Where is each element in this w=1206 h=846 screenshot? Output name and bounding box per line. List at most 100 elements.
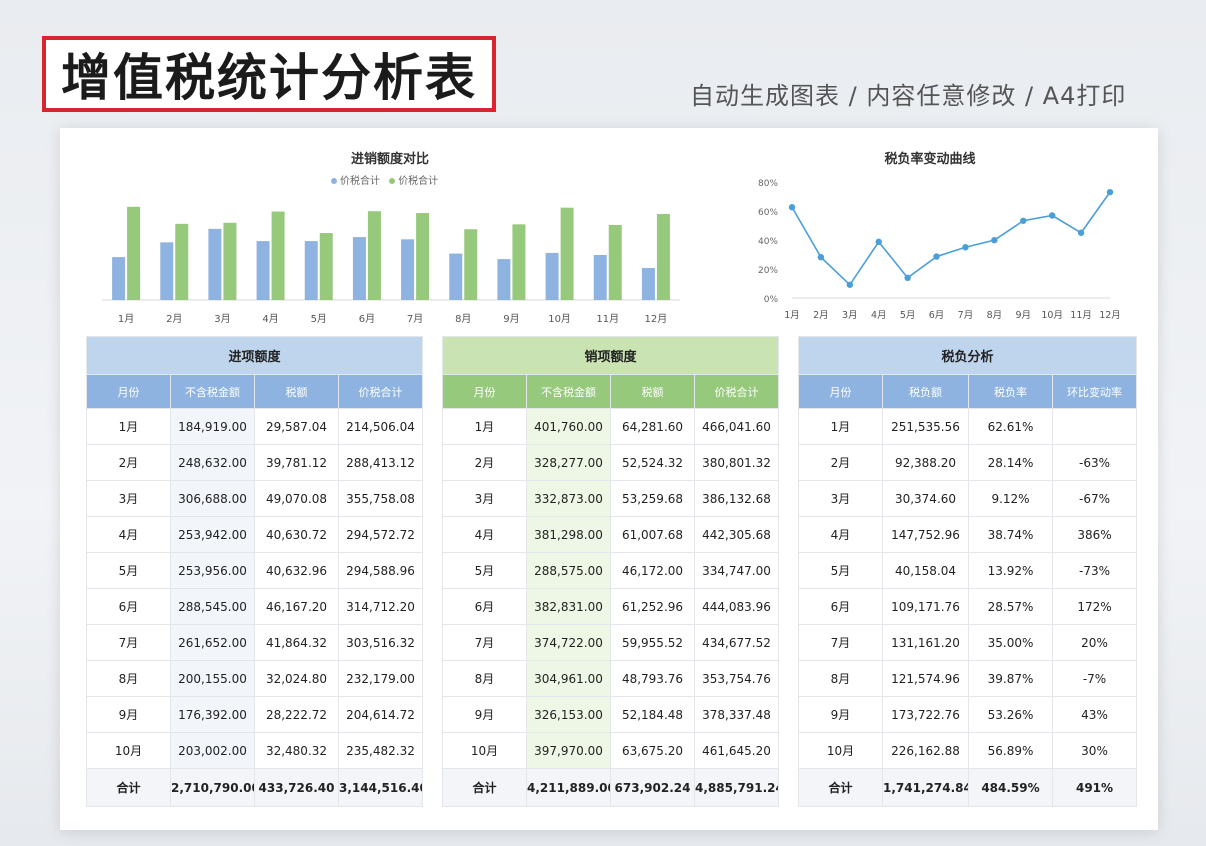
table-cell[interactable]: 39.87% bbox=[968, 660, 1053, 697]
table-cell[interactable]: 49,070.08 bbox=[254, 480, 339, 517]
table-cell[interactable]: 328,277.00 bbox=[526, 444, 611, 481]
table-cell[interactable]: 48,793.76 bbox=[610, 660, 695, 697]
table-cell[interactable]: -63% bbox=[1051, 444, 1138, 481]
table-cell[interactable]: 8月 bbox=[442, 660, 527, 697]
table-cell[interactable]: 200,155.00 bbox=[170, 660, 255, 697]
table-cell[interactable]: 38.74% bbox=[968, 516, 1053, 553]
table-cell[interactable]: 6月 bbox=[798, 588, 883, 625]
table-cell[interactable]: 332,873.00 bbox=[526, 480, 611, 517]
table-cell[interactable]: 176,392.00 bbox=[170, 696, 255, 733]
table-cell[interactable]: 41,864.32 bbox=[254, 624, 339, 661]
table-cell[interactable]: 397,970.00 bbox=[526, 732, 611, 769]
table-cell[interactable]: 434,677.52 bbox=[693, 624, 780, 661]
table-cell[interactable]: 253,942.00 bbox=[170, 516, 255, 553]
table-cell[interactable]: 294,588.96 bbox=[337, 552, 424, 589]
table-cell[interactable]: 8月 bbox=[798, 660, 883, 697]
table-cell[interactable]: 2月 bbox=[86, 444, 171, 481]
table-cell[interactable]: 92,388.20 bbox=[882, 444, 969, 481]
total-cell[interactable]: 4,885,791.24 bbox=[693, 768, 780, 807]
total-cell[interactable]: 合计 bbox=[442, 768, 527, 807]
table-cell[interactable]: 64,281.60 bbox=[610, 408, 695, 445]
table-cell[interactable]: 35.00% bbox=[968, 624, 1053, 661]
total-cell[interactable]: 673,902.24 bbox=[610, 768, 695, 807]
table-cell[interactable]: 184,919.00 bbox=[170, 408, 255, 445]
table-cell[interactable]: 4月 bbox=[798, 516, 883, 553]
table-cell[interactable]: 303,516.32 bbox=[337, 624, 424, 661]
table-cell[interactable]: 5月 bbox=[798, 552, 883, 589]
table-cell[interactable]: 131,161.20 bbox=[882, 624, 969, 661]
table-cell[interactable]: 10月 bbox=[86, 732, 171, 769]
table-cell[interactable]: 52,184.48 bbox=[610, 696, 695, 733]
table-cell[interactable]: 30,374.60 bbox=[882, 480, 969, 517]
table-cell[interactable]: 9.12% bbox=[968, 480, 1053, 517]
table-cell[interactable]: 466,041.60 bbox=[693, 408, 780, 445]
table-cell[interactable]: 401,760.00 bbox=[526, 408, 611, 445]
table-cell[interactable]: 121,574.96 bbox=[882, 660, 969, 697]
table-cell[interactable]: 1月 bbox=[86, 408, 171, 445]
table-cell[interactable]: 288,575.00 bbox=[526, 552, 611, 589]
table-cell[interactable]: 204,614.72 bbox=[337, 696, 424, 733]
table-cell[interactable]: 334,747.00 bbox=[693, 552, 780, 589]
table-cell[interactable]: 29,587.04 bbox=[254, 408, 339, 445]
table-cell[interactable]: 53.26% bbox=[968, 696, 1053, 733]
table-cell[interactable]: 353,754.76 bbox=[693, 660, 780, 697]
table-cell[interactable]: 6月 bbox=[442, 588, 527, 625]
table-cell[interactable]: 4月 bbox=[442, 516, 527, 553]
table-cell[interactable]: 59,955.52 bbox=[610, 624, 695, 661]
table-cell[interactable]: 9月 bbox=[86, 696, 171, 733]
table-cell[interactable]: -7% bbox=[1051, 660, 1138, 697]
total-cell[interactable]: 3,144,516.40 bbox=[337, 768, 424, 807]
table-cell[interactable]: 173,722.76 bbox=[882, 696, 969, 733]
table-cell[interactable]: 5月 bbox=[86, 552, 171, 589]
table-cell[interactable]: 2月 bbox=[442, 444, 527, 481]
total-cell[interactable]: 491% bbox=[1051, 768, 1138, 807]
table-cell[interactable]: 46,167.20 bbox=[254, 588, 339, 625]
table-cell[interactable]: 386% bbox=[1051, 516, 1138, 553]
table-cell[interactable] bbox=[1051, 408, 1138, 445]
table-cell[interactable]: 306,688.00 bbox=[170, 480, 255, 517]
total-cell[interactable]: 4,211,889.00 bbox=[526, 768, 611, 807]
table-cell[interactable]: 61,007.68 bbox=[610, 516, 695, 553]
table-cell[interactable]: 374,722.00 bbox=[526, 624, 611, 661]
table-cell[interactable]: 4月 bbox=[86, 516, 171, 553]
table-cell[interactable]: 386,132.68 bbox=[693, 480, 780, 517]
table-cell[interactable]: 294,572.72 bbox=[337, 516, 424, 553]
table-cell[interactable]: 40,632.96 bbox=[254, 552, 339, 589]
total-cell[interactable]: 484.59% bbox=[968, 768, 1053, 807]
table-cell[interactable]: 53,259.68 bbox=[610, 480, 695, 517]
table-cell[interactable]: 355,758.08 bbox=[337, 480, 424, 517]
table-cell[interactable]: 226,162.88 bbox=[882, 732, 969, 769]
table-cell[interactable]: 32,480.32 bbox=[254, 732, 339, 769]
total-cell[interactable]: 2,710,790.00 bbox=[170, 768, 255, 807]
table-cell[interactable]: 7月 bbox=[442, 624, 527, 661]
table-cell[interactable]: 378,337.48 bbox=[693, 696, 780, 733]
table-cell[interactable]: 172% bbox=[1051, 588, 1138, 625]
table-cell[interactable]: 5月 bbox=[442, 552, 527, 589]
table-cell[interactable]: 444,083.96 bbox=[693, 588, 780, 625]
table-cell[interactable]: 46,172.00 bbox=[610, 552, 695, 589]
table-cell[interactable]: -67% bbox=[1051, 480, 1138, 517]
table-cell[interactable]: 40,630.72 bbox=[254, 516, 339, 553]
table-cell[interactable]: 2月 bbox=[798, 444, 883, 481]
table-cell[interactable]: 109,171.76 bbox=[882, 588, 969, 625]
total-cell[interactable]: 合计 bbox=[86, 768, 171, 807]
table-cell[interactable]: 28.14% bbox=[968, 444, 1053, 481]
table-cell[interactable]: 251,535.56 bbox=[882, 408, 969, 445]
table-cell[interactable]: 304,961.00 bbox=[526, 660, 611, 697]
table-cell[interactable]: 20% bbox=[1051, 624, 1138, 661]
table-cell[interactable]: 9月 bbox=[442, 696, 527, 733]
table-cell[interactable]: 43% bbox=[1051, 696, 1138, 733]
table-cell[interactable]: 3月 bbox=[442, 480, 527, 517]
table-cell[interactable]: 28,222.72 bbox=[254, 696, 339, 733]
table-cell[interactable]: 6月 bbox=[86, 588, 171, 625]
table-cell[interactable]: 8月 bbox=[86, 660, 171, 697]
table-cell[interactable]: 3月 bbox=[86, 480, 171, 517]
total-cell[interactable]: 433,726.40 bbox=[254, 768, 339, 807]
table-cell[interactable]: 382,831.00 bbox=[526, 588, 611, 625]
table-cell[interactable]: 326,153.00 bbox=[526, 696, 611, 733]
table-cell[interactable]: 32,024.80 bbox=[254, 660, 339, 697]
table-cell[interactable]: 314,712.20 bbox=[337, 588, 424, 625]
table-cell[interactable]: 203,002.00 bbox=[170, 732, 255, 769]
table-cell[interactable]: 235,482.32 bbox=[337, 732, 424, 769]
table-cell[interactable]: 7月 bbox=[86, 624, 171, 661]
